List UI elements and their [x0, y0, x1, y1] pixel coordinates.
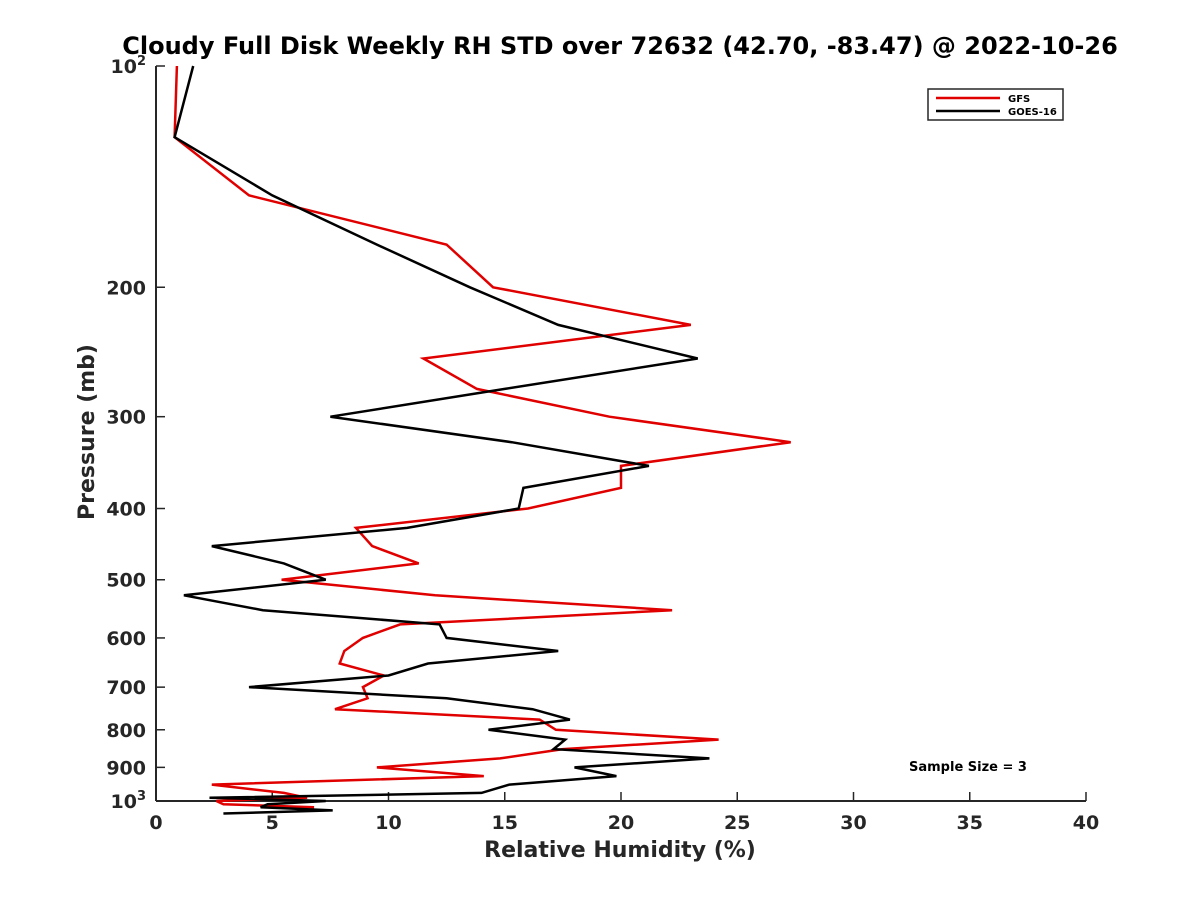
y-tick-label: 900 [106, 757, 146, 779]
x-tick-label: 40 [1073, 812, 1099, 834]
x-tick-label: 30 [840, 812, 866, 834]
x-tick-label: 15 [492, 812, 518, 834]
y-tick-label: 500 [106, 570, 146, 592]
y-tick-label: 200 [106, 277, 146, 299]
x-tick-label: 10 [375, 812, 401, 834]
y-tick-label: 103 [111, 789, 147, 813]
y-axis-label: Pressure (mb) [75, 344, 100, 520]
y-tick-label: 300 [106, 407, 146, 429]
legend-label: GOES-16 [1008, 107, 1057, 118]
y-tick-label: 400 [106, 499, 146, 521]
y-tick-label: 800 [106, 720, 146, 742]
x-ticks: 0 5 10 15 20 25 30 35 40 [149, 792, 1099, 834]
chart-title: Cloudy Full Disk Weekly RH STD over 7263… [122, 32, 1118, 60]
series-goes-16-line [173, 65, 710, 815]
y-tick-label: 102 [111, 54, 147, 78]
x-axis-label: Relative Humidity (%) [484, 838, 756, 863]
y-tick-label: 600 [106, 628, 146, 650]
series-gfs-line [173, 65, 791, 809]
x-tick-label: 25 [724, 812, 750, 834]
x-tick-label: 35 [957, 812, 983, 834]
x-tick-label: 20 [608, 812, 634, 834]
y-ticks: 102 200 300 400 500 600 700 800 900 103 [106, 54, 165, 813]
legend-label: GFS [1008, 94, 1030, 105]
legend: GFS GOES-16 [927, 88, 1064, 121]
x-tick-label: 0 [149, 812, 162, 834]
sample-size-annotation: Sample Size = 3 [909, 760, 1027, 775]
y-tick-label: 700 [106, 677, 146, 699]
x-tick-label: 5 [266, 812, 279, 834]
plot-series [173, 65, 791, 815]
legend-box [927, 88, 1064, 121]
